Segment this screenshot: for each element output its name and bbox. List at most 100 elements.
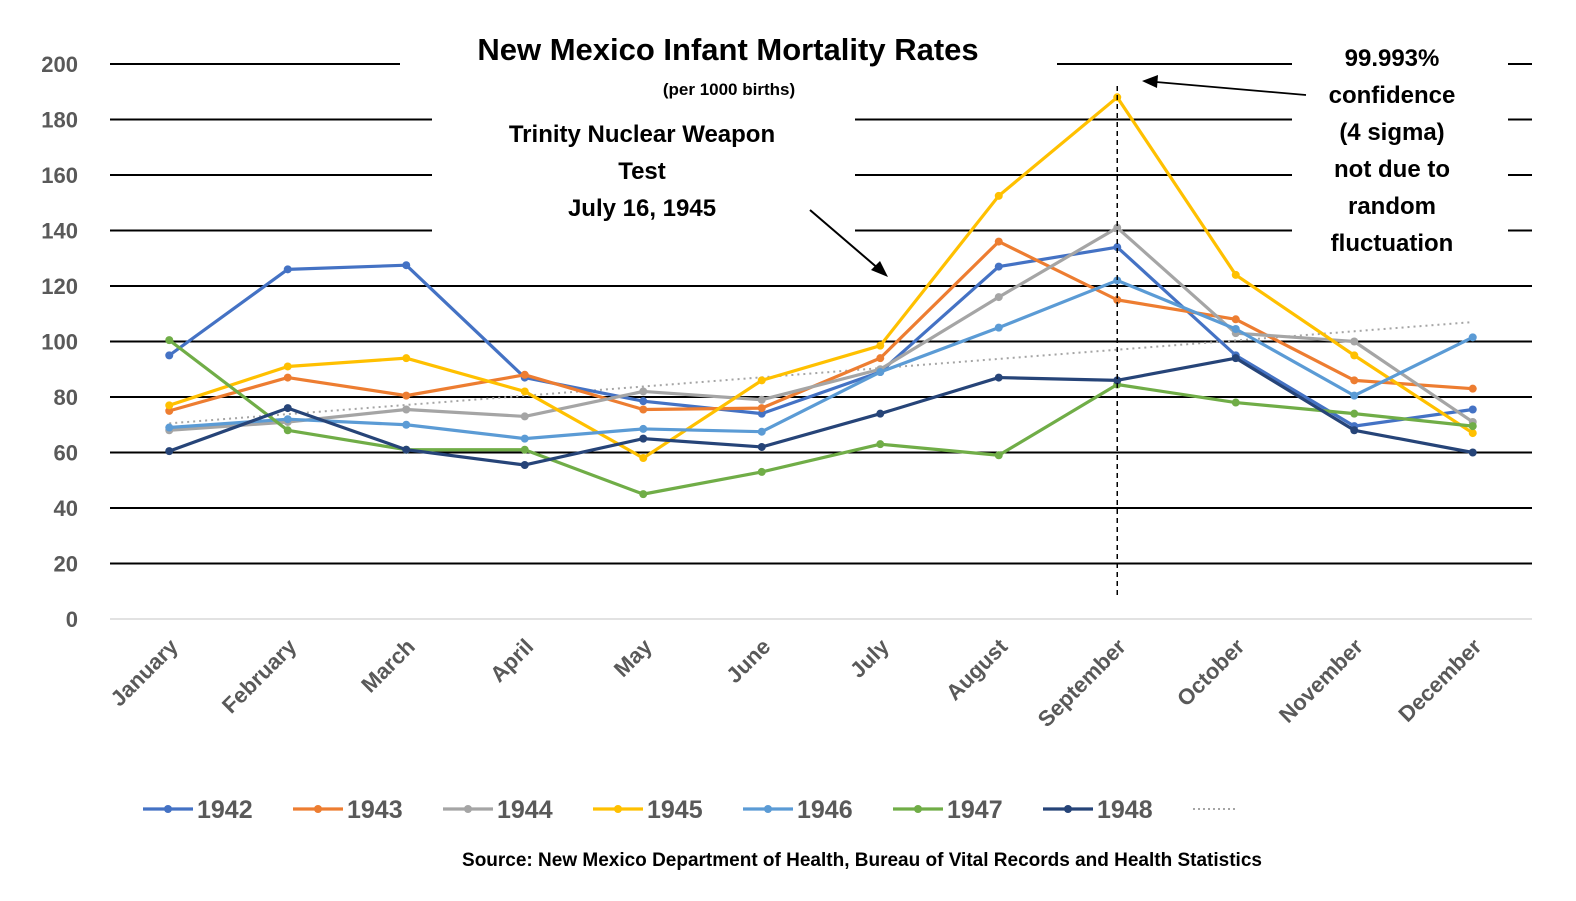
data-point-1947: [520, 445, 529, 454]
data-point-1946: [994, 323, 1003, 332]
data-point-1945: [639, 454, 648, 463]
data-point-1943: [876, 354, 885, 363]
x-tick-label: December: [1393, 634, 1486, 727]
data-point-1944: [402, 405, 411, 414]
legend-item-1943: 1943: [293, 796, 403, 824]
chart-subtitle: (per 1000 births): [663, 80, 795, 99]
data-point-1945: [1231, 270, 1240, 279]
legend-label: 1945: [647, 796, 703, 824]
data-point-1942: [757, 409, 766, 418]
data-point-1943: [283, 373, 292, 382]
data-point-1947: [1231, 398, 1240, 407]
confidence-line-2: confidence: [1329, 82, 1456, 109]
x-tick-label: November: [1274, 634, 1368, 728]
data-point-1948: [283, 404, 292, 413]
data-point-1943: [520, 370, 529, 379]
data-point-1943: [1350, 376, 1359, 385]
legend-marker: [464, 805, 472, 813]
data-point-1946: [520, 434, 529, 443]
legend-marker: [764, 805, 772, 813]
trinity-line-3: July 16, 1945: [568, 195, 716, 222]
y-axis-ticks: 0 20 40 60 80 100 120 140 160 180 200: [41, 52, 78, 632]
data-point-1946: [283, 415, 292, 424]
data-point-1946: [1350, 391, 1359, 400]
data-point-1943: [757, 404, 766, 413]
trinity-annotation: Trinity Nuclear Weapon Test July 16, 194…: [509, 121, 888, 277]
legend-item-1946: 1946: [743, 796, 853, 824]
data-point-1948: [520, 460, 529, 469]
data-point-1948: [165, 447, 174, 456]
y-tick-label: 60: [54, 441, 78, 466]
data-point-1943: [165, 406, 174, 415]
data-point-1947: [1350, 409, 1359, 418]
data-point-1946: [757, 427, 766, 436]
series-1946: [165, 276, 1477, 443]
trendline-line: [169, 321, 1473, 425]
legend-item-1944: 1944: [443, 796, 553, 824]
data-point-1946: [876, 368, 885, 377]
data-point-1945: [876, 341, 885, 350]
confidence-line-6: fluctuation: [1331, 230, 1454, 257]
data-point-1948: [876, 409, 885, 418]
data-point-1943: [1113, 295, 1122, 304]
data-point-1945: [994, 191, 1003, 200]
data-point-1943: [994, 237, 1003, 246]
legend-marker: [164, 805, 172, 813]
gridlines: [110, 63, 1532, 620]
x-tick-label: January: [105, 633, 183, 711]
legend-label: 1944: [497, 796, 553, 824]
data-point-1944: [757, 395, 766, 404]
data-point-1946: [1231, 325, 1240, 334]
y-tick-label: 120: [41, 274, 78, 299]
data-point-1948: [757, 442, 766, 451]
trinity-line-2: Test: [618, 158, 666, 185]
confidence-line-1: 99.993%: [1345, 45, 1440, 72]
data-point-1944: [994, 293, 1003, 302]
data-point-1944: [1113, 223, 1122, 232]
series-group: [165, 93, 1477, 499]
x-axis-ticks: January February March April May June July Augu…: [105, 633, 1486, 732]
legend-item-1947: 1947: [893, 796, 1003, 824]
data-point-1944: [1350, 337, 1359, 346]
data-point-1942: [165, 351, 174, 360]
y-tick-label: 160: [41, 163, 78, 188]
trinity-line-1: Trinity Nuclear Weapon: [509, 121, 775, 148]
data-point-1947: [639, 490, 648, 499]
confidence-annotation: 99.993% confidence (4 sigma) not due to …: [1142, 45, 1455, 257]
data-point-1944: [520, 412, 529, 421]
confidence-line-5: random: [1348, 193, 1436, 220]
confidence-arrow-head: [1142, 75, 1158, 88]
legend-marker: [314, 805, 322, 813]
series-line-1945: [168, 95, 1474, 460]
legend-label: 1946: [797, 796, 853, 824]
trinity-arrow-head: [871, 261, 888, 277]
data-point-1947: [165, 336, 174, 345]
x-tick-label: May: [609, 633, 657, 681]
data-point-1947: [876, 440, 885, 449]
data-point-1945: [283, 362, 292, 371]
legend-item-1945: 1945: [593, 796, 703, 824]
data-point-1942: [639, 397, 648, 406]
legend: 1942 1943 1944 1945 1946 1947 1948: [143, 796, 1235, 824]
data-point-1948: [994, 373, 1003, 382]
title-background: [400, 28, 1055, 76]
y-tick-label: 40: [54, 496, 78, 521]
legend-marker: [1064, 805, 1072, 813]
y-tick-label: 0: [66, 607, 78, 632]
data-point-1948: [1468, 448, 1477, 457]
data-point-1945: [165, 401, 174, 410]
data-point-1946: [165, 423, 174, 432]
legend-marker: [614, 805, 622, 813]
x-tick-label: March: [356, 634, 419, 697]
data-point-1945: [1468, 429, 1477, 438]
x-tick-label: April: [485, 634, 538, 687]
data-point-1942: [402, 261, 411, 270]
data-point-1942: [1113, 243, 1122, 252]
x-tick-label: August: [941, 633, 1013, 705]
series-line-1946: [169, 278, 1474, 441]
data-point-1942: [994, 262, 1003, 271]
data-point-1946: [402, 420, 411, 429]
data-point-1945: [1350, 351, 1359, 360]
data-point-1946: [1113, 276, 1122, 285]
